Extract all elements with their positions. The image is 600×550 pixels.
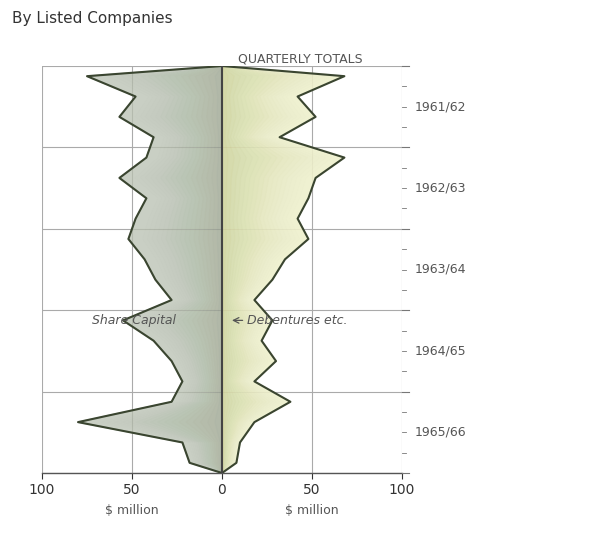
Polygon shape bbox=[222, 66, 344, 473]
Text: Debentures etc.: Debentures etc. bbox=[247, 314, 347, 327]
Polygon shape bbox=[78, 66, 222, 473]
Text: $ million: $ million bbox=[285, 504, 339, 516]
Text: 1961/62: 1961/62 bbox=[415, 100, 466, 113]
Text: $ million: $ million bbox=[105, 504, 159, 516]
Text: By Listed Companies: By Listed Companies bbox=[12, 11, 173, 26]
Text: QUARTERLY TOTALS: QUARTERLY TOTALS bbox=[238, 52, 362, 65]
Text: 1965/66: 1965/66 bbox=[415, 426, 466, 439]
Text: Share Capital: Share Capital bbox=[92, 314, 176, 327]
Text: 1963/64: 1963/64 bbox=[415, 263, 466, 276]
Text: 1964/65: 1964/65 bbox=[415, 344, 466, 358]
Text: 1962/63: 1962/63 bbox=[415, 182, 466, 195]
